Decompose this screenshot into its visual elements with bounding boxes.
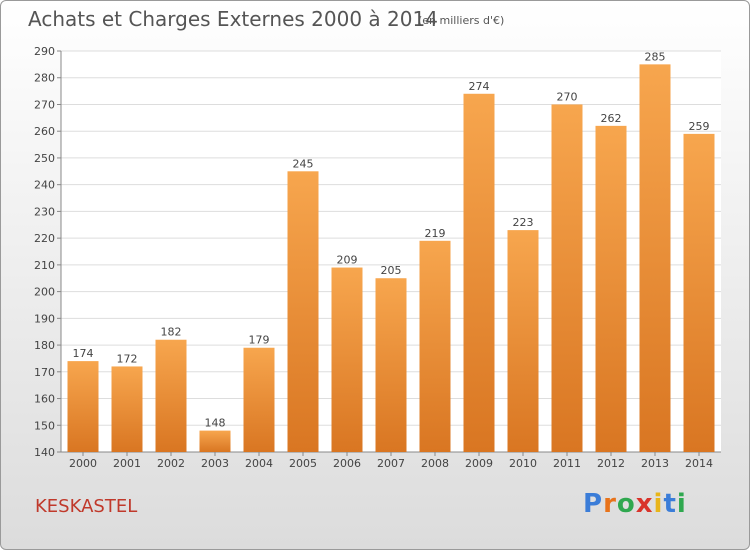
y-tick-label: 270 [34, 98, 55, 111]
y-tick-label: 240 [34, 179, 55, 192]
bar [155, 339, 187, 452]
logo-letter: x [635, 489, 654, 519]
chart-subtitle: (en milliers d'€) [418, 14, 505, 27]
bar [199, 430, 231, 452]
y-tick-label: 250 [34, 152, 55, 165]
bar-value-label: 179 [249, 334, 270, 347]
bar [683, 133, 715, 452]
x-tick-label: 2002 [157, 457, 185, 470]
x-tick-label: 2004 [245, 457, 273, 470]
x-tick-label: 2003 [201, 457, 229, 470]
bar-value-label: 245 [293, 157, 314, 170]
bar [595, 125, 627, 452]
x-tick-label: 2005 [289, 457, 317, 470]
bar-value-label: 182 [161, 326, 182, 339]
y-tick-label: 210 [34, 259, 55, 272]
y-tick-label: 260 [34, 125, 55, 138]
x-tick-label: 2014 [685, 457, 713, 470]
bar [111, 366, 143, 452]
bar-value-label: 262 [601, 112, 622, 125]
bar [331, 267, 363, 452]
y-tick-label: 170 [34, 366, 55, 379]
bar-value-label: 174 [73, 347, 94, 360]
x-tick-label: 2010 [509, 457, 537, 470]
y-tick-label: 140 [34, 446, 55, 459]
y-tick-label: 160 [34, 393, 55, 406]
chart-title: Achats et Charges Externes 2000 à 2014 [28, 7, 438, 31]
x-tick-label: 2001 [113, 457, 141, 470]
y-tick-label: 280 [34, 72, 55, 85]
bar [419, 240, 451, 452]
bar-value-label: 172 [117, 352, 138, 365]
logo-letter: i [653, 489, 664, 519]
bar [463, 93, 495, 453]
x-tick-label: 2000 [69, 457, 97, 470]
bar-value-label: 259 [689, 120, 710, 133]
commune-name: KESKASTEL [35, 496, 138, 517]
x-tick-label: 2009 [465, 457, 493, 470]
bar [243, 347, 275, 452]
x-tick-label: 2008 [421, 457, 449, 470]
bar-value-label: 219 [425, 227, 446, 240]
bar [551, 104, 583, 452]
logo-letter: r [603, 489, 617, 519]
x-tick-label: 2013 [641, 457, 669, 470]
bar [507, 230, 539, 452]
bar-value-label: 270 [557, 90, 578, 103]
x-tick-label: 2006 [333, 457, 361, 470]
y-tick-label: 180 [34, 339, 55, 352]
y-tick-label: 290 [34, 45, 55, 58]
x-tick-label: 2012 [597, 457, 625, 470]
bar-value-label: 285 [645, 50, 666, 63]
bar-value-label: 148 [205, 417, 226, 430]
bar-value-label: 274 [469, 80, 490, 93]
x-tick-label: 2007 [377, 457, 405, 470]
bar [639, 64, 671, 452]
bar-value-label: 205 [381, 264, 402, 277]
y-tick-label: 230 [34, 205, 55, 218]
proxiti-logo: Proxiti [583, 489, 687, 519]
bar [375, 278, 407, 452]
logo-letter: P [583, 489, 604, 519]
y-tick-label: 200 [34, 286, 55, 299]
logo-letter: t [663, 489, 677, 519]
y-tick-label: 220 [34, 232, 55, 245]
x-tick-label: 2011 [553, 457, 581, 470]
y-tick-label: 150 [34, 419, 55, 432]
y-tick-label: 190 [34, 312, 55, 325]
logo-letter: i [676, 489, 687, 519]
bar-value-label: 223 [513, 216, 534, 229]
bar [287, 171, 319, 453]
bar-value-label: 209 [337, 254, 358, 267]
bar [67, 361, 99, 452]
logo-letter: o [616, 489, 636, 519]
